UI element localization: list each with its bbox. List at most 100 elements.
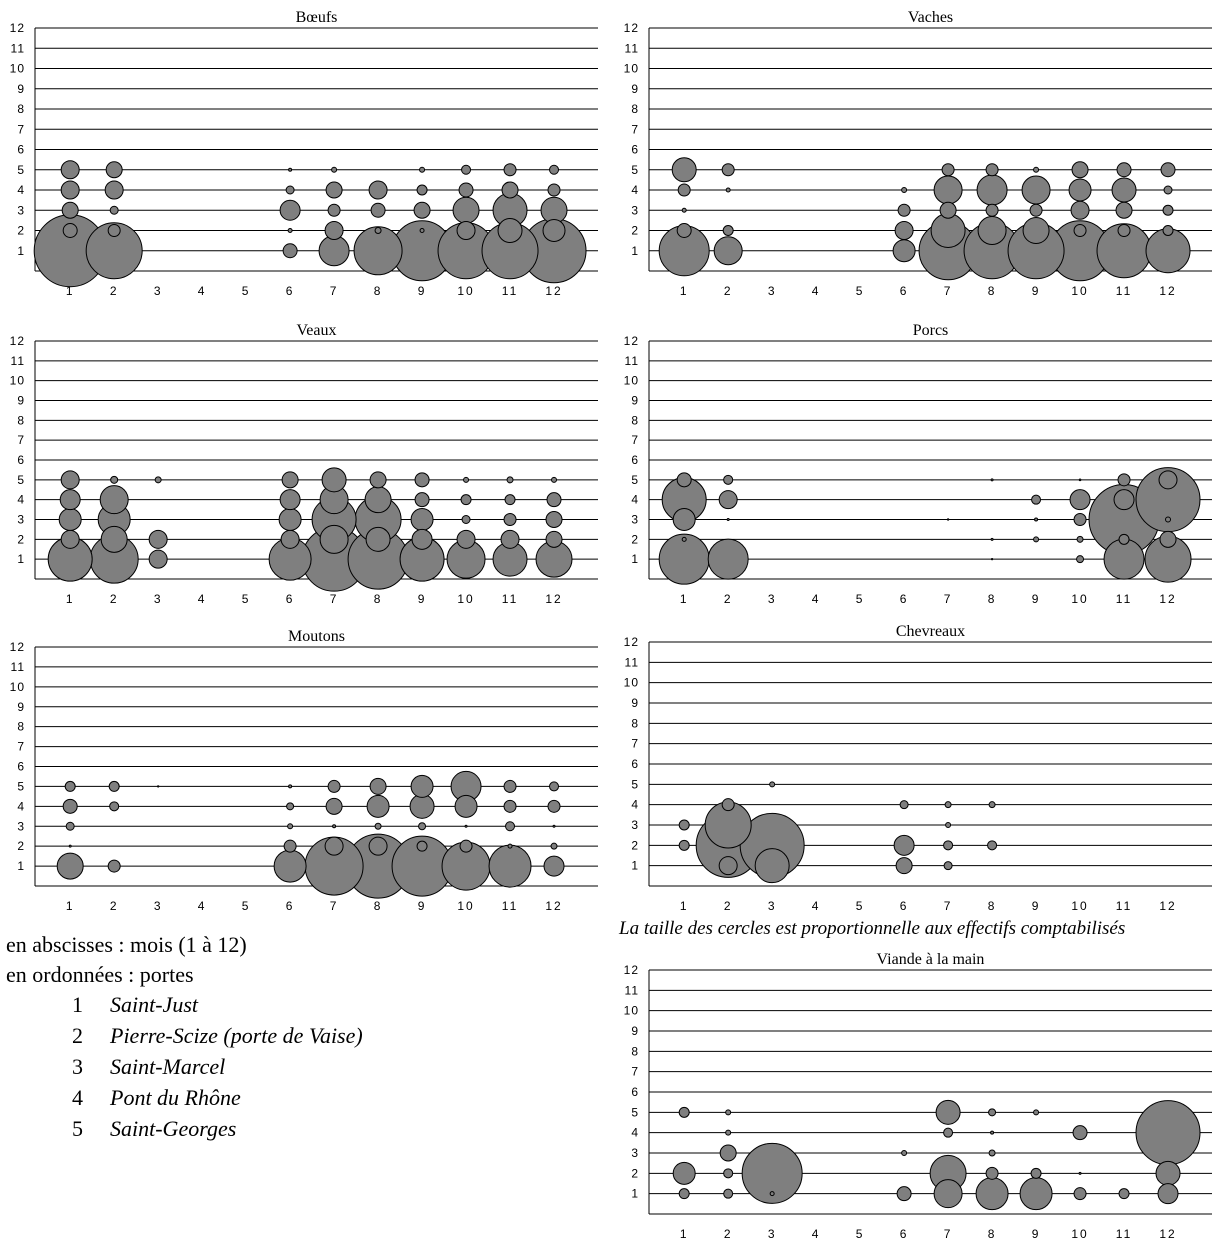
y-tick-label: 1 [17, 552, 25, 566]
x-tick-label: 5 [856, 1227, 865, 1240]
bubble [324, 836, 344, 856]
bubble [1073, 224, 1087, 237]
bubble [1117, 224, 1131, 237]
x-tick-label: 10 [1071, 284, 1088, 298]
bubble [452, 196, 480, 224]
x-tick-label: 11 [1116, 284, 1132, 298]
bubble [318, 235, 350, 267]
bubble [672, 1161, 696, 1185]
y-tick-label: 10 [10, 62, 25, 76]
y-tick-label: 9 [631, 82, 639, 96]
x-tick-label: 9 [418, 284, 427, 298]
bubble [725, 1109, 732, 1116]
bubble [154, 476, 162, 484]
bubble [60, 529, 80, 549]
y-tick-label: 1 [17, 859, 25, 873]
bubble [552, 824, 556, 828]
bubble [990, 557, 994, 561]
bubble [418, 822, 427, 831]
bubble [279, 199, 301, 221]
bubble [454, 794, 478, 818]
x-tick-label: 11 [502, 284, 518, 298]
y-tick-label: 12 [10, 21, 25, 35]
y-tick-label: 11 [11, 660, 25, 674]
chart-title: Bœufs [296, 9, 338, 26]
y-tick-label: 2 [631, 532, 639, 546]
bubble [719, 1144, 737, 1162]
bubble [282, 243, 298, 259]
gate-item: 4 Pont du Rhône [72, 1083, 566, 1114]
bubble [287, 228, 293, 233]
chart-title: Chevreaux [896, 623, 965, 640]
bubble [901, 1150, 908, 1156]
bubble [419, 166, 426, 173]
bubble [64, 780, 76, 792]
bubble [1163, 185, 1173, 195]
chart-title: Moutons [288, 628, 345, 645]
bubble [369, 777, 387, 795]
bubble [503, 163, 517, 177]
bubble [1117, 473, 1131, 487]
y-tick-label: 2 [17, 839, 25, 853]
x-tick-label: 8 [374, 284, 383, 298]
bubble [946, 518, 950, 521]
bubble [68, 844, 72, 848]
x-tick-label: 4 [812, 284, 821, 298]
x-tick-label: 1 [66, 592, 75, 606]
bubble [369, 471, 387, 489]
x-tick-label: 4 [198, 899, 207, 913]
bubble [488, 844, 532, 888]
y-tick-label: 8 [631, 1044, 639, 1058]
bubble [941, 163, 955, 177]
y-tick-label: 9 [631, 1024, 639, 1038]
y-tick-label: 5 [17, 779, 25, 793]
y-tick-label: 11 [11, 354, 25, 368]
y-tick-label: 5 [17, 473, 25, 487]
bubble [1021, 175, 1051, 205]
y-tick-label: 7 [17, 740, 25, 754]
y-tick-label: 10 [624, 1004, 639, 1018]
bubble [550, 842, 558, 850]
y-tick-label: 3 [631, 1146, 639, 1160]
bubble [1159, 530, 1177, 548]
y-tick-label: 4 [17, 183, 25, 197]
bubble [547, 183, 561, 197]
y-tick-label: 5 [631, 473, 639, 487]
y-tick-label: 6 [17, 453, 25, 467]
y-tick-label: 1 [631, 859, 639, 873]
x-tick-label: 2 [724, 899, 733, 913]
bubble [409, 793, 435, 819]
x-tick-label: 3 [768, 1227, 777, 1240]
x-tick-label: 6 [286, 592, 295, 606]
bubble [503, 779, 517, 793]
y-tick-label: 10 [10, 374, 25, 388]
bubble [374, 227, 382, 234]
bubble [678, 1188, 690, 1200]
bubble [1162, 225, 1174, 236]
bubble [62, 798, 78, 814]
bubble [721, 798, 735, 812]
bubble [723, 474, 734, 485]
bubble [987, 840, 998, 851]
bubble [273, 849, 307, 883]
bubble [461, 515, 471, 524]
x-tick-label: 12 [1159, 592, 1176, 606]
x-tick-label: 12 [1159, 284, 1176, 298]
bubble [504, 494, 516, 506]
x-tick-label: 12 [545, 284, 562, 298]
y-tick-label: 11 [625, 983, 639, 997]
bubble [107, 224, 121, 237]
bubble [769, 781, 776, 788]
bubble [943, 840, 954, 851]
bubble [1157, 1183, 1179, 1205]
bubble [414, 492, 430, 508]
x-tick-label: 10 [1071, 1227, 1088, 1240]
bubble [549, 164, 560, 175]
bubble [543, 855, 565, 877]
bubble [545, 530, 563, 548]
x-tick-label: 8 [374, 899, 383, 913]
bubble [1076, 555, 1085, 564]
bubble [547, 799, 561, 813]
bubble [676, 472, 692, 488]
